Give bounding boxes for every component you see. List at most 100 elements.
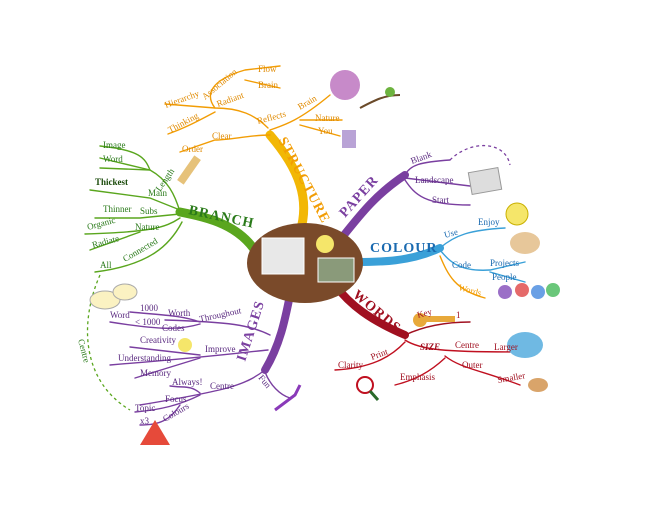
connector (134, 394, 201, 413)
connector (444, 355, 521, 386)
node-label: Use (443, 227, 459, 240)
node-label: Worth (168, 308, 191, 318)
node-label: Key (416, 306, 434, 320)
picture (413, 313, 427, 327)
node-label: Brain (258, 80, 278, 90)
node-label: Always! (172, 377, 203, 387)
connector (139, 404, 181, 426)
node-label: All (100, 260, 112, 270)
node-label: Flow (258, 64, 277, 74)
connector (169, 385, 201, 394)
node-label: Order (182, 144, 203, 154)
connector (109, 349, 269, 366)
node-label: Connected (121, 236, 160, 264)
picture (342, 130, 356, 148)
connector (86, 274, 131, 411)
picture (498, 285, 512, 299)
node-label: Enjoy (478, 217, 500, 227)
node-label: Radiant (215, 90, 245, 109)
node-label: Emphasis (400, 372, 435, 382)
node-label: You (318, 126, 333, 136)
node-label: SIZE (420, 342, 440, 352)
picture (515, 283, 529, 297)
node-label: Main (148, 188, 167, 198)
connector (129, 311, 201, 323)
connector (84, 217, 181, 235)
connector (336, 171, 409, 244)
connector (134, 357, 201, 379)
node-label: 1 (456, 310, 461, 320)
node-label: < 1000 (135, 317, 161, 327)
connector (439, 249, 526, 271)
picture (546, 283, 560, 297)
connector (94, 221, 183, 273)
connector (404, 339, 521, 353)
connector (99, 145, 151, 171)
connector (264, 371, 291, 399)
picture (177, 155, 201, 185)
connector (439, 255, 486, 299)
connector (359, 94, 401, 109)
label-group: Length Main Subs Nature Connected Thicke… (86, 140, 177, 270)
connector (261, 291, 294, 374)
node-label: Centre (76, 338, 92, 364)
picture (112, 283, 138, 301)
node-label: Landscape (415, 175, 453, 185)
connector (129, 346, 201, 356)
node-label: Words (457, 282, 483, 298)
node-label: Centre (210, 381, 234, 391)
node-label: Subs (140, 206, 158, 216)
connector (404, 177, 471, 187)
node-label: Nature (135, 222, 160, 232)
node-label: Larger (494, 342, 518, 352)
connector (404, 179, 471, 206)
connector (139, 369, 266, 406)
branch-label: COLOUR (370, 241, 437, 256)
picture (467, 166, 503, 196)
picture (510, 232, 540, 254)
node-label: Image (103, 140, 126, 150)
node-label: Organic (86, 215, 116, 232)
connector (244, 79, 281, 89)
node-label: Start (432, 195, 449, 205)
connector (164, 319, 271, 336)
connector (265, 130, 309, 237)
picture (316, 235, 334, 253)
picture (507, 332, 543, 358)
connector (209, 65, 281, 109)
node-label: x3 (140, 416, 150, 426)
connector (489, 271, 526, 283)
connector (274, 384, 302, 412)
picture (505, 202, 529, 226)
node-label: Projects (490, 258, 519, 268)
connector (140, 420, 170, 445)
connector (89, 231, 141, 251)
node-label: Centre (455, 340, 479, 350)
node-label: Clear (212, 131, 232, 141)
connector (404, 321, 471, 336)
node-label: Reflects (256, 109, 288, 126)
node-label: Thickest (95, 177, 128, 187)
node-label: Clarity (338, 360, 363, 370)
node-label: Memory (140, 368, 171, 378)
node-label: People (492, 272, 517, 282)
label-group: Key 1 SIZE Print Clarity Centre Larger O… (338, 306, 526, 385)
node-label: Word (110, 310, 130, 320)
connector (269, 94, 331, 131)
node-label: Improve (205, 344, 236, 354)
node-label: Print (369, 346, 389, 362)
connector (94, 213, 181, 219)
picture (385, 87, 395, 97)
picture (425, 316, 455, 322)
connector (99, 157, 151, 171)
connector (299, 124, 341, 137)
node-label: Outer (462, 360, 483, 370)
connector (89, 189, 181, 211)
picture (89, 290, 121, 310)
picture (261, 237, 305, 275)
picture (317, 257, 355, 283)
node-label: Creativity (140, 335, 176, 345)
connector (179, 134, 271, 153)
node-label: Radiate (91, 233, 120, 250)
